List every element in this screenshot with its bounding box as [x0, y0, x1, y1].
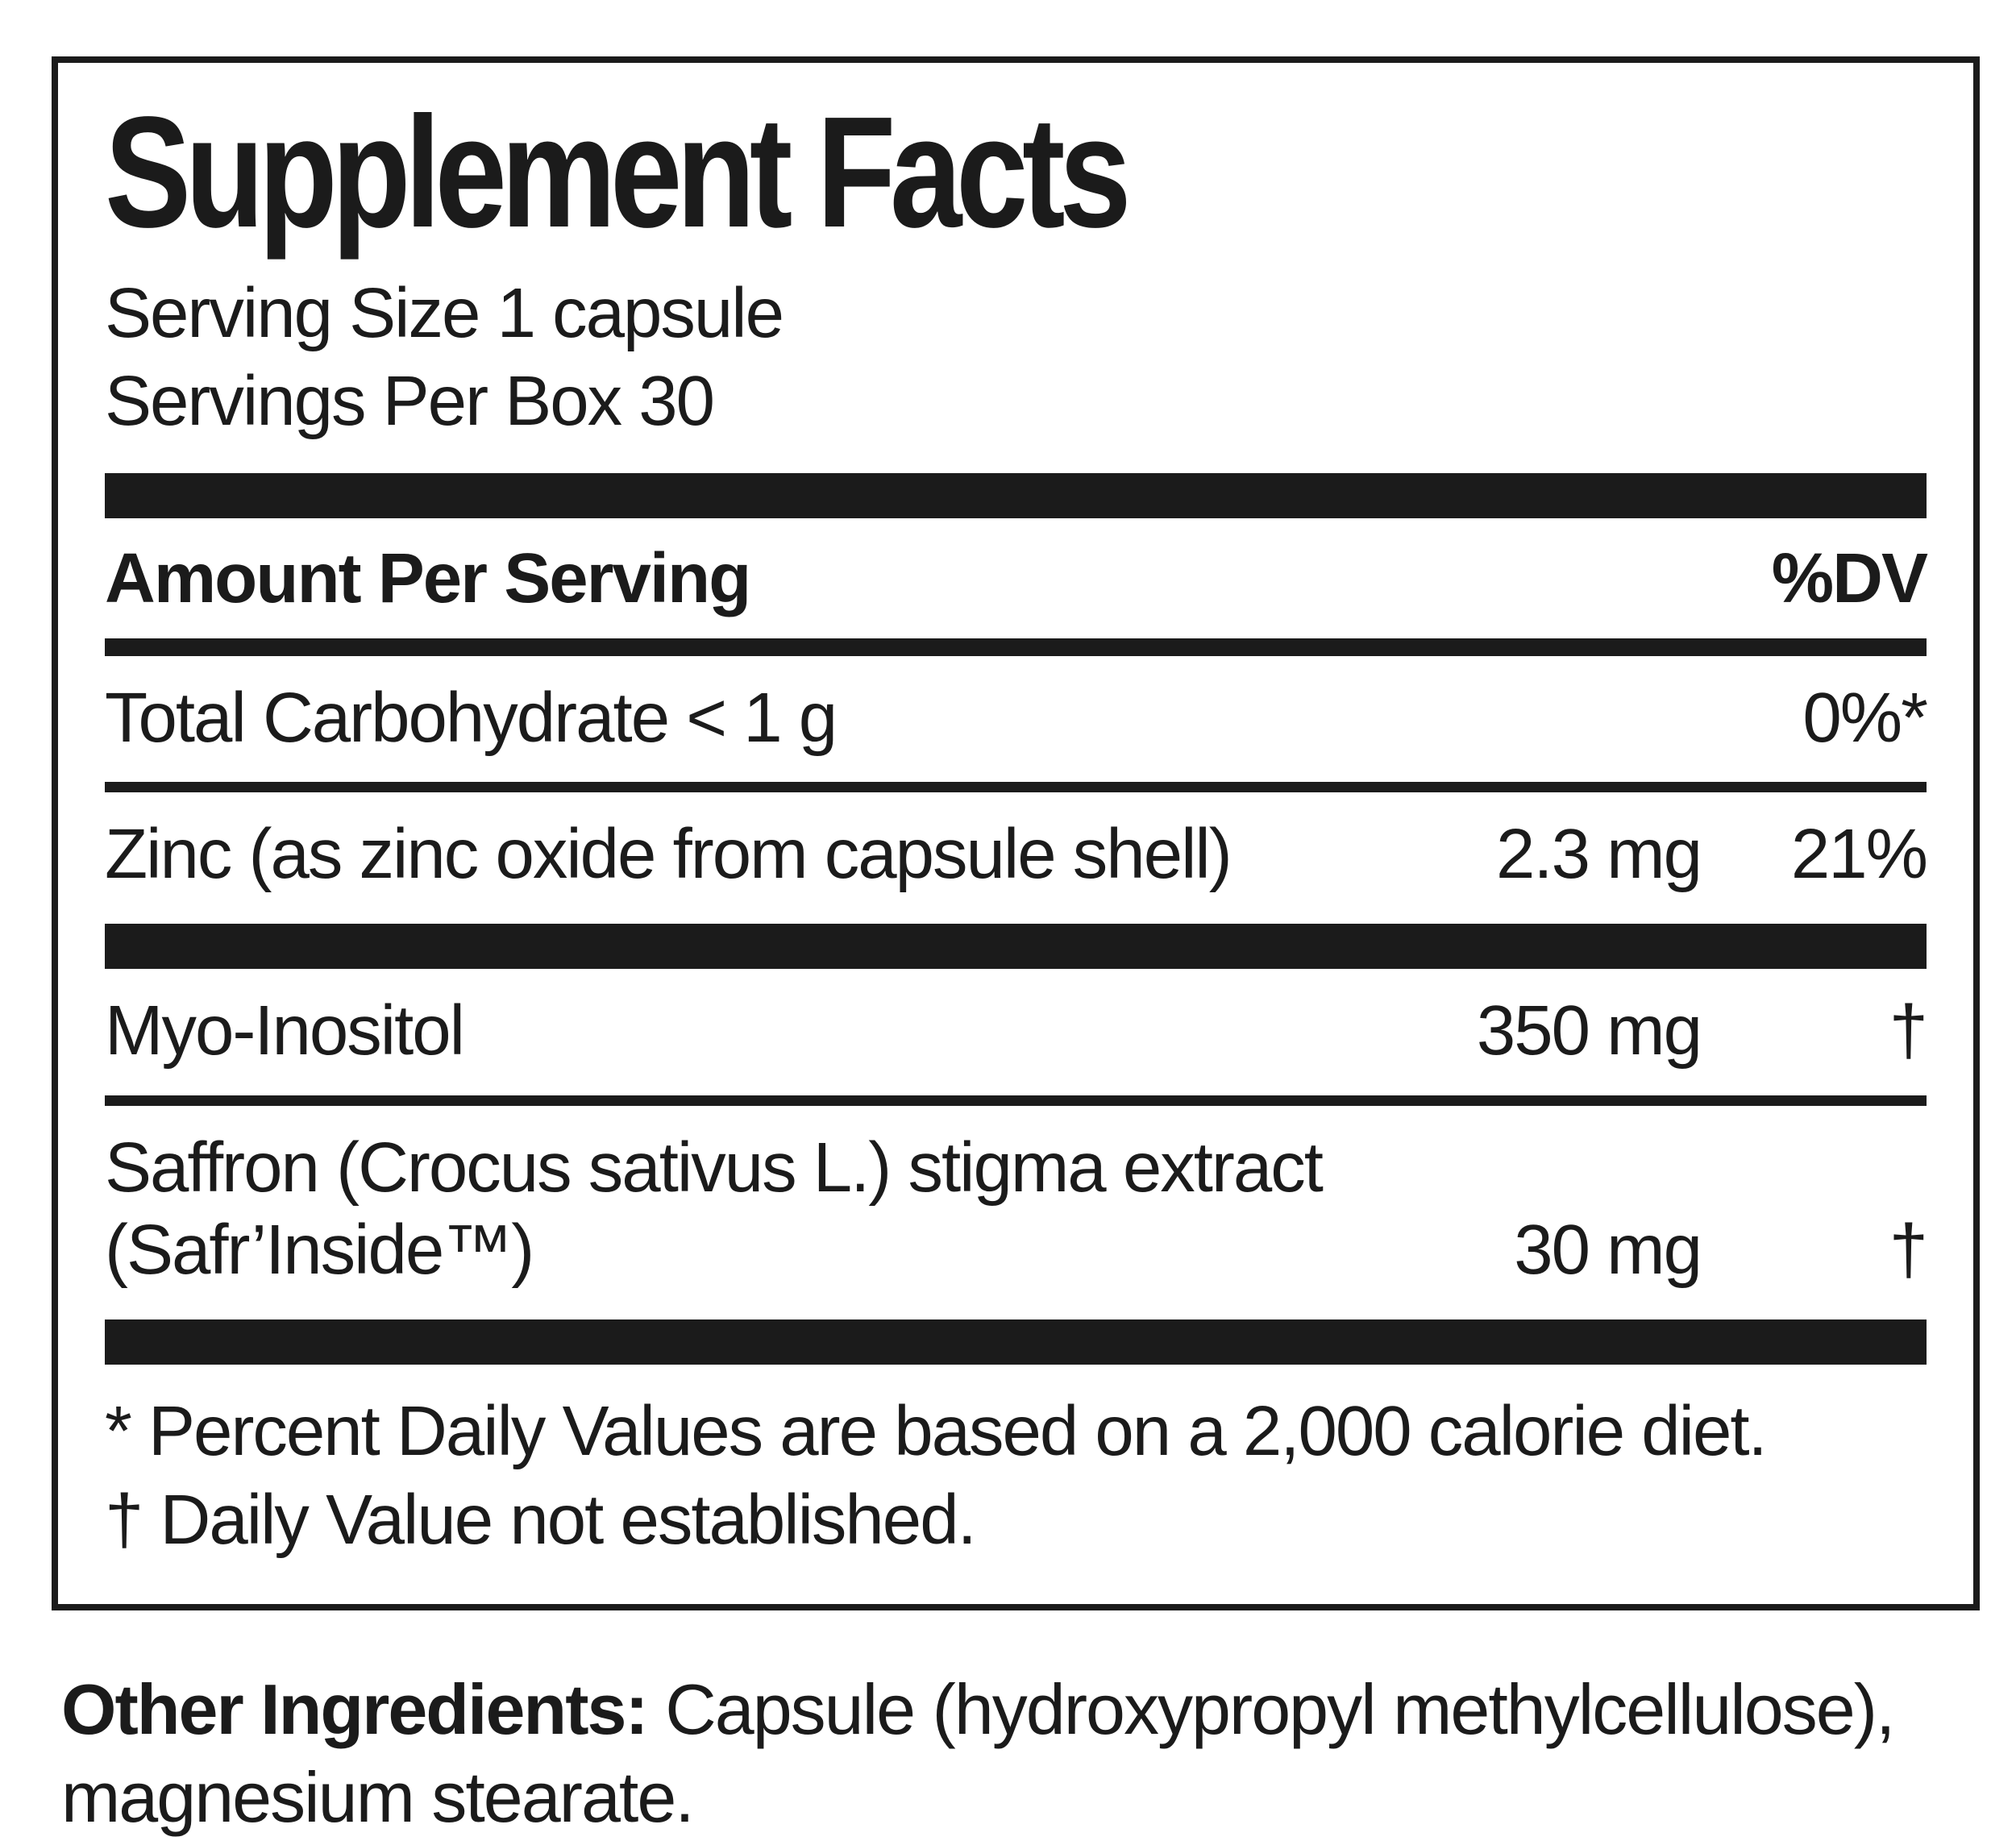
nutrient-amount: 30 mg	[1514, 1211, 1702, 1290]
section-divider-bar-middle	[105, 924, 1927, 970]
percent-dv-header: %DV	[1771, 539, 1928, 618]
section-divider-bar-bottom	[105, 1319, 1927, 1365]
nutrient-dv: 21%	[1790, 815, 1928, 894]
nutrient-name-line-2: (Safr’Inside™)	[105, 1211, 534, 1290]
footnote-percent-dv: * Percent Daily Values are based on a 2,…	[105, 1391, 1768, 1470]
nutrient-dv: 0%*	[1802, 678, 1928, 757]
table-row-total-carbohydrate: Total Carbohydrate < 1 g 0%*	[105, 656, 1928, 783]
section-divider-bar-top	[105, 473, 1927, 519]
footnote-dv-not-established: † Daily Value not established.	[105, 1481, 977, 1560]
nutrient-dv: †	[1889, 1211, 1928, 1290]
supplement-facts-panel: Supplement Facts Serving Size 1 capsule …	[52, 56, 1980, 1610]
nutrient-name: Saffron (Crocus sativus L.) stigma extra…	[105, 1127, 1411, 1292]
column-header-row: Amount Per Serving %DV	[105, 518, 1928, 638]
nutrient-amount: 2.3 mg	[1496, 815, 1702, 894]
servings-per-box: Servings Per Box 30	[105, 362, 715, 441]
row-divider-rule	[105, 1095, 1927, 1106]
serving-size: Serving Size 1 capsule	[105, 273, 784, 352]
table-row-saffron: Saffron (Crocus sativus L.) stigma extra…	[105, 1106, 1928, 1315]
other-ingredients-label: Other Ingredients:	[61, 1669, 649, 1749]
table-row-zinc: Zinc (as zinc oxide from capsule shell) …	[105, 792, 1928, 919]
nutrient-dv: †	[1889, 991, 1928, 1070]
row-divider-rule	[105, 782, 1927, 793]
nutrient-name-line-1: Saffron (Crocus sativus L.) stigma extra…	[105, 1128, 1324, 1207]
table-row-myo-inositol: Myo-Inositol 350 mg †	[105, 969, 1928, 1095]
nutrient-name: Myo-Inositol	[105, 991, 465, 1070]
panel-title: Supplement Facts	[105, 84, 1132, 260]
header-underline-rule	[105, 638, 1927, 656]
amount-per-serving-header: Amount Per Serving	[105, 539, 751, 618]
other-ingredients: Other Ingredients: Capsule (hydroxypropy…	[61, 1665, 1907, 1841]
nutrient-amount: 350 mg	[1476, 991, 1702, 1070]
nutrient-name: Total Carbohydrate < 1 g	[105, 678, 838, 757]
nutrient-name: Zinc (as zinc oxide from capsule shell)	[105, 815, 1232, 894]
footnotes: * Percent Daily Values are based on a 2,…	[105, 1387, 1927, 1565]
